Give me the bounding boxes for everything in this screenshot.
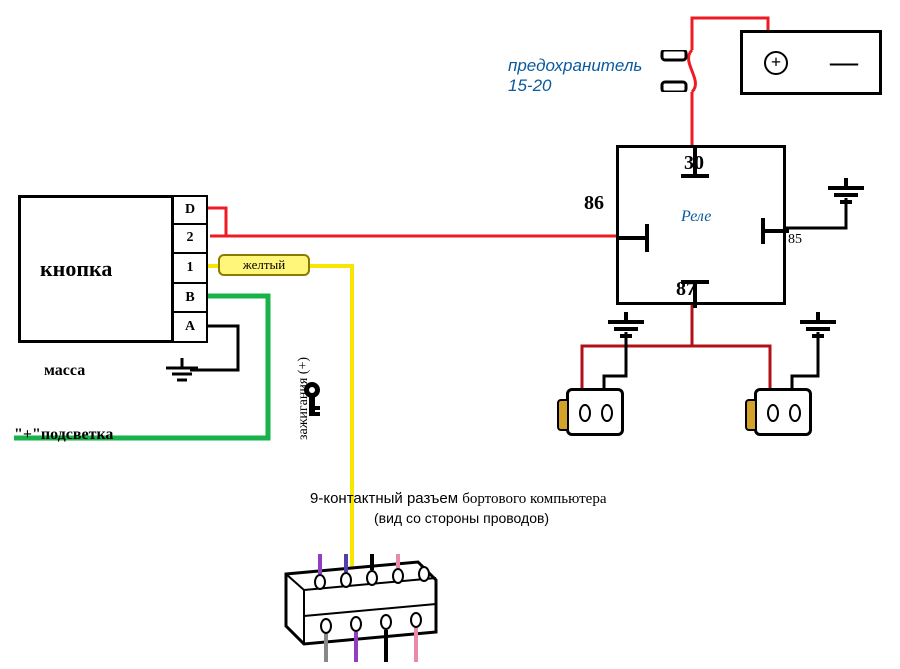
key-icon xyxy=(296,380,328,420)
lamp-connector-left xyxy=(566,388,624,436)
battery-minus-icon: — xyxy=(830,47,858,79)
ground-icon xyxy=(606,312,646,340)
fuse-icon xyxy=(660,50,688,92)
connector-subtitle: (вид со стороны проводов) xyxy=(374,510,549,526)
relay-pin-86: 86 xyxy=(584,192,604,215)
button-pin-A: A xyxy=(174,313,208,343)
relay-pin-85: 85 xyxy=(788,232,802,248)
button-pin-B: B xyxy=(174,284,208,314)
ground-icon xyxy=(162,358,202,386)
button-pin-2: 2 xyxy=(174,225,208,255)
backlight-label: "+"подсветка xyxy=(14,426,113,444)
button-pin-column: D 2 1 B A xyxy=(174,195,208,343)
connector-title: 9-контактный разъем бортового компьютера xyxy=(310,490,607,508)
battery: + — xyxy=(740,30,882,95)
yellow-wire-label: желтый xyxy=(218,254,310,276)
button-label: кнопка xyxy=(40,256,112,282)
button-pin-D: D xyxy=(174,195,208,225)
battery-plus-icon: + xyxy=(764,51,788,75)
fuse-label: предохранитель 15-20 xyxy=(508,56,642,97)
ground-icon xyxy=(826,178,866,206)
button-pin-1: 1 xyxy=(174,254,208,284)
lamp-connector-right xyxy=(754,388,812,436)
relay-label: Реле xyxy=(681,208,711,226)
ground-icon xyxy=(798,312,838,340)
wiring-diagram: + — предохранитель 15-20 Реле 30 86 85 8… xyxy=(0,0,900,668)
nine-pin-connector xyxy=(278,554,428,638)
relay-pin-87: 87 xyxy=(676,278,696,301)
ground-button-label: масса xyxy=(44,362,85,380)
relay-pin-30: 30 xyxy=(684,152,704,175)
